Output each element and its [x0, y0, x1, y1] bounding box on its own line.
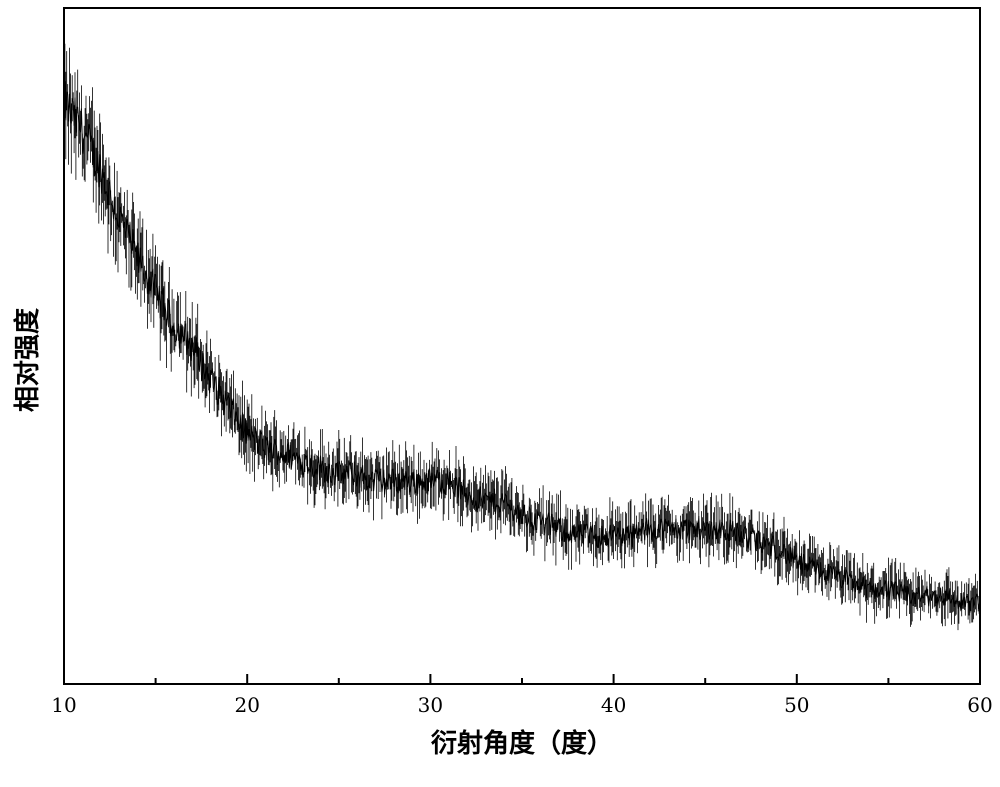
x-tick-label: 30 — [418, 693, 443, 717]
x-axis-title: 衍射角度（度） — [431, 728, 613, 759]
y-axis-title: 相对强度 — [12, 308, 43, 412]
noise-spikes — [64, 44, 980, 630]
x-tick-label: 50 — [784, 693, 809, 717]
x-tick-label: 60 — [967, 693, 992, 717]
x-tick-label: 20 — [234, 693, 259, 717]
x-axis-tick-labels: 10 20 30 40 50 60 — [51, 693, 992, 717]
x-tick-label: 40 — [601, 693, 626, 717]
x-tick-label: 10 — [51, 693, 76, 717]
x-axis-ticks — [64, 674, 980, 684]
